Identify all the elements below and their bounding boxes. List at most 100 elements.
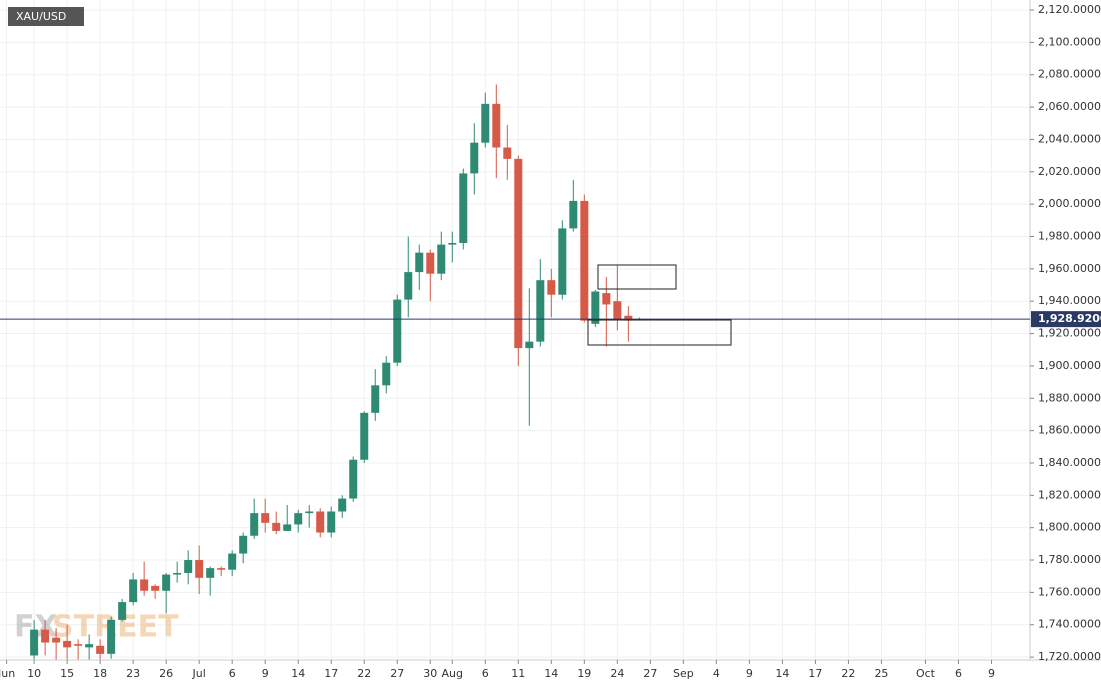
- y-tick-label: 1,800.0000: [1038, 521, 1101, 534]
- last-price-box: [1031, 311, 1101, 328]
- candle-body: [129, 579, 138, 603]
- x-tick-label: 27: [643, 667, 657, 680]
- candle-body: [305, 511, 314, 514]
- x-tick-label: 11: [511, 667, 525, 680]
- x-tick-label: Jul: [192, 667, 206, 680]
- candles: [30, 84, 644, 660]
- candle-body: [492, 103, 501, 148]
- candle-body: [261, 513, 270, 523]
- candle-body: [393, 299, 402, 363]
- y-tick-label: 1,960.0000: [1038, 262, 1101, 275]
- axes: 1,720.0000 1,740.0000 1,760.0000 1,780.0000…: [0, 3, 1101, 680]
- candle-body: [591, 291, 600, 324]
- candle-body: [349, 459, 358, 499]
- y-tick-label: 1,780.0000: [1038, 553, 1101, 566]
- x-tick-label: Jun: [0, 667, 15, 680]
- candle-body: [195, 560, 204, 578]
- candle-body: [184, 560, 193, 573]
- y-tick-label: 2,000.0000: [1038, 197, 1101, 210]
- y-tick-label: 1,740.0000: [1038, 618, 1101, 631]
- y-tick-label: 2,100.0000: [1038, 35, 1101, 48]
- x-tick-label: 23: [126, 667, 140, 680]
- x-tick-label: 30: [423, 667, 437, 680]
- candle-body: [294, 513, 303, 525]
- candle-body: [85, 644, 94, 648]
- y-tick-label: 1,900.0000: [1038, 359, 1101, 372]
- x-tick-label: 18: [93, 667, 107, 680]
- candle-body: [624, 315, 633, 321]
- candle-body: [118, 602, 127, 620]
- candle-body: [525, 341, 534, 349]
- y-tick-label: 1,940.0000: [1038, 294, 1101, 307]
- candle-body: [217, 568, 226, 570]
- candle-body: [107, 619, 116, 654]
- candle-body: [151, 585, 160, 591]
- x-tick-label: 9: [262, 667, 269, 680]
- x-tick-label: 22: [357, 667, 371, 680]
- candle-body: [536, 280, 545, 342]
- candle-body: [338, 498, 347, 512]
- candle-body: [52, 637, 61, 643]
- candle-body: [96, 645, 105, 654]
- candle-body: [602, 293, 611, 305]
- candle-body: [481, 103, 490, 143]
- x-tick-label: 19: [577, 667, 591, 680]
- x-tick-label: 14: [775, 667, 789, 680]
- y-tick-label: 1,860.0000: [1038, 424, 1101, 437]
- x-tick-label: 24: [610, 667, 624, 680]
- y-tick-label: 1,820.0000: [1038, 488, 1101, 501]
- y-tick-label: 2,080.0000: [1038, 68, 1101, 81]
- y-tick-label: 2,060.0000: [1038, 100, 1101, 113]
- candle-body: [74, 644, 83, 646]
- candle-body: [470, 142, 479, 174]
- y-tick-label: 2,020.0000: [1038, 165, 1101, 178]
- candle-body: [30, 629, 39, 656]
- candle-body: [514, 158, 523, 349]
- x-tick-label: 9: [746, 667, 753, 680]
- candle-body: [371, 385, 380, 413]
- watermark-street: STREET: [52, 610, 179, 645]
- x-tick-label: 6: [482, 667, 489, 680]
- candle-body: [503, 147, 512, 159]
- last-price-label: 1,928.9200: [1038, 312, 1101, 325]
- y-tick-label: 1,720.0000: [1038, 650, 1101, 663]
- candle-body: [426, 252, 435, 274]
- x-tick-label: 6: [229, 667, 236, 680]
- candle-body: [283, 524, 292, 531]
- y-tick-label: 1,880.0000: [1038, 391, 1101, 404]
- annotation-box: [587, 319, 732, 346]
- candle-body: [558, 228, 567, 295]
- candle-body: [547, 280, 556, 295]
- candle-body: [360, 412, 369, 460]
- y-tick-label: 1,920.0000: [1038, 327, 1101, 340]
- candle-body: [404, 272, 413, 300]
- y-tick-label: 2,040.0000: [1038, 132, 1101, 145]
- x-tick-label: 15: [60, 667, 74, 680]
- x-tick-label: 6: [955, 667, 962, 680]
- x-tick-label: 9: [988, 667, 995, 680]
- candle-body: [206, 568, 215, 578]
- candle-body: [613, 301, 622, 319]
- candle-body: [459, 173, 468, 243]
- x-tick-label: 14: [544, 667, 558, 680]
- y-tick-label: 1,980.0000: [1038, 230, 1101, 243]
- x-tick-label: Oct: [916, 667, 936, 680]
- candle-body: [316, 511, 325, 533]
- symbol-title: XAU/USD: [16, 10, 66, 23]
- candle-body: [569, 200, 578, 229]
- x-tick-label: 10: [27, 667, 41, 680]
- x-tick-label: 17: [808, 667, 822, 680]
- x-tick-label: Sep: [673, 667, 694, 680]
- candle-body: [173, 572, 182, 575]
- x-tick-label: 14: [291, 667, 305, 680]
- candle-body: [250, 513, 259, 536]
- candle-body: [162, 574, 171, 591]
- candle-body: [580, 200, 589, 321]
- candle-body: [272, 522, 281, 531]
- candle-body: [41, 629, 50, 643]
- x-tick-label: 26: [159, 667, 173, 680]
- x-tick-label: 4: [713, 667, 720, 680]
- candle-body: [228, 553, 237, 570]
- candle-body: [140, 579, 149, 591]
